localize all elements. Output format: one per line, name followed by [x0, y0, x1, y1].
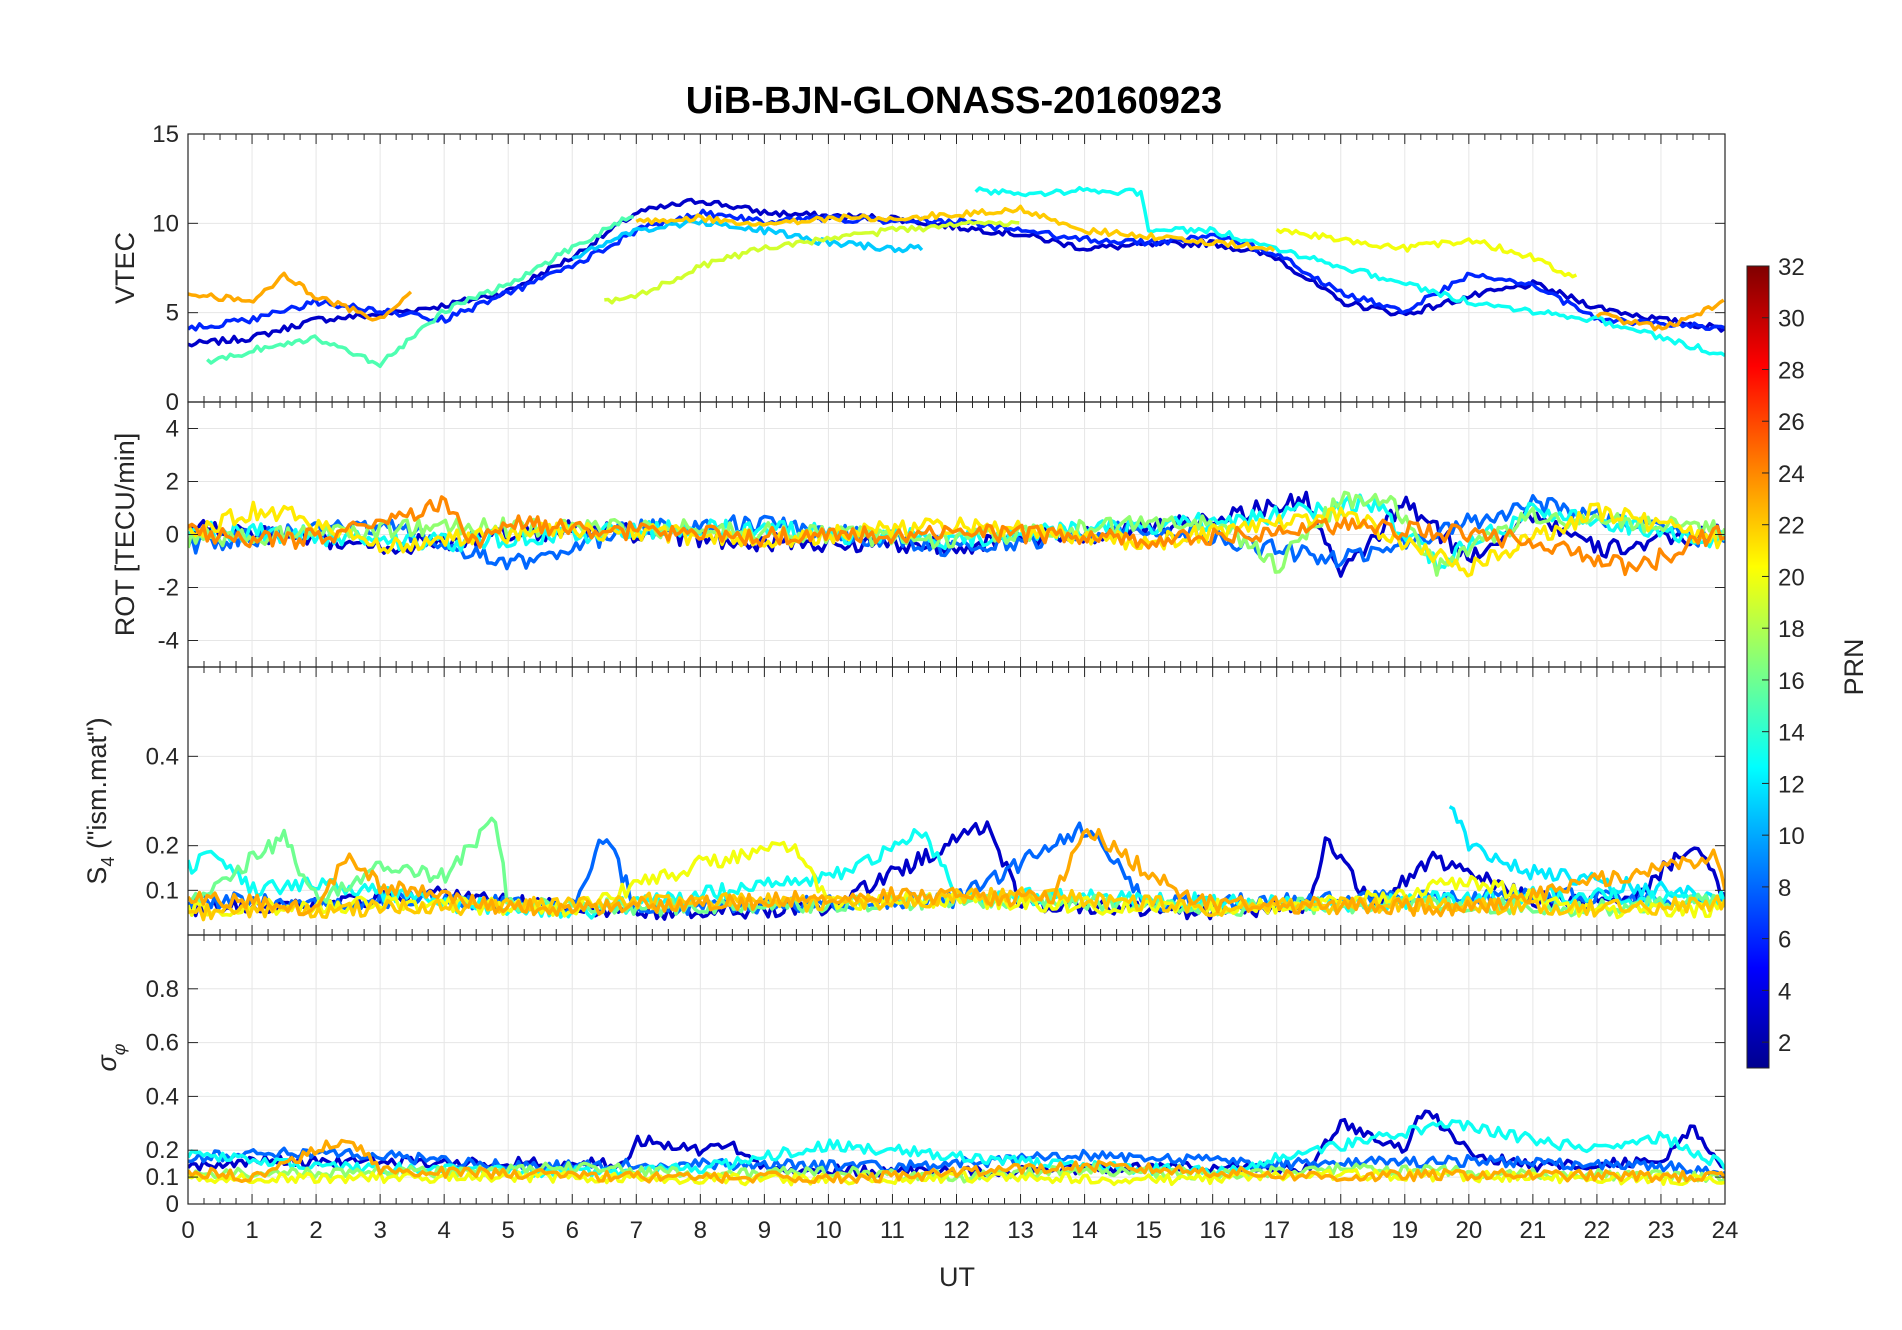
- x-tick-label: 8: [694, 1217, 707, 1244]
- colorbar-tick-label: 14: [1778, 720, 1805, 747]
- x-tick-label: 11: [880, 1217, 905, 1244]
- series-line-prn-11: [571, 218, 924, 261]
- colorbar-tick-label: 30: [1778, 306, 1805, 333]
- series-group: [188, 490, 1725, 578]
- colorbar-tick-label: 28: [1778, 357, 1805, 384]
- x-tick-label: 18: [1327, 1217, 1354, 1244]
- x-tick-label: 23: [1648, 1217, 1675, 1244]
- y-tick-label: 0.1: [146, 877, 179, 904]
- x-tick-label: 5: [502, 1217, 515, 1244]
- series-group: [188, 185, 1725, 369]
- y-tick-label: 0.2: [146, 1137, 179, 1164]
- x-tick-label: 7: [630, 1217, 643, 1244]
- panel-rot: -4 -2 0 2 4 ROT [TECU/min]: [110, 401, 1726, 668]
- colorbar-tick-label: 22: [1778, 513, 1805, 540]
- panel-vtec: 0 5 10 15 VTEC: [110, 121, 1726, 416]
- x-tick-label: 22: [1584, 1217, 1611, 1244]
- colorbar-gradient: [1746, 265, 1770, 1069]
- series-line-prn-22: [635, 204, 1276, 253]
- y-tick-label: 0.2: [146, 833, 179, 860]
- series-line-prn-19: [604, 219, 1020, 305]
- series-line-prn-3: [188, 490, 1725, 578]
- series-line-prn-8: [188, 494, 1725, 571]
- y-tick-label: 4: [166, 416, 179, 443]
- colorbar-tick-label: 2: [1778, 1030, 1791, 1057]
- x-tick-label: 21: [1520, 1217, 1547, 1244]
- y-tick-label: -2: [158, 575, 179, 602]
- y-tick-label: 15: [152, 121, 179, 148]
- chart-title: UiB-BJN-GLONASS-20160923: [686, 80, 1222, 122]
- series-line-prn-23: [188, 271, 413, 322]
- y-axis-title: ROT [TECU/min]: [110, 433, 140, 637]
- x-tick-label: 12: [943, 1217, 970, 1244]
- series-group: [188, 1109, 1725, 1187]
- x-tick-label: 6: [566, 1217, 579, 1244]
- colorbar-tick-label: 4: [1778, 978, 1791, 1005]
- y-tick-label: 0: [166, 389, 179, 416]
- x-tick-label: 3: [373, 1217, 386, 1244]
- x-tick-label: 19: [1391, 1217, 1418, 1244]
- series-line-prn-12: [1448, 805, 1723, 904]
- y-tick-label: 10: [152, 210, 179, 237]
- y-axis-title: σφ: [92, 1043, 129, 1071]
- y-tick-label: 2: [166, 469, 179, 496]
- colorbar-tick-label: 32: [1778, 254, 1805, 281]
- series-line-prn-8: [188, 1146, 1725, 1177]
- series-line-prn-23: [188, 827, 1725, 918]
- y-tick-label: 0.4: [146, 743, 179, 770]
- x-tick-label: 1: [245, 1217, 258, 1244]
- series-line-prn-13: [974, 185, 1725, 358]
- x-tick-label: 9: [758, 1217, 771, 1244]
- x-tick-label: 17: [1263, 1217, 1290, 1244]
- x-tick-label: 14: [1071, 1217, 1098, 1244]
- x-tick-label: 0: [181, 1217, 194, 1244]
- x-tick-label: 4: [437, 1217, 450, 1244]
- panel-s4: 0.1 0.2 0.4 S4 ("ism.mat"): [82, 666, 1726, 936]
- series-line-prn-20: [1275, 227, 1578, 279]
- y-tick-label: 0.1: [146, 1164, 179, 1191]
- colorbar-tick-label: 24: [1778, 461, 1805, 488]
- x-tick-label: 15: [1135, 1217, 1162, 1244]
- series-line-prn-21: [188, 500, 1725, 578]
- colorbar-tick-label: 20: [1778, 564, 1805, 591]
- y-tick-label: 0.8: [146, 976, 179, 1003]
- x-tick-label: 2: [309, 1217, 322, 1244]
- colorbar-tick-label: 10: [1778, 823, 1805, 850]
- y-tick-label: 0.6: [146, 1030, 179, 1057]
- colorbar-label: PRN: [1839, 638, 1869, 695]
- series-line-prn-23: [188, 1138, 1725, 1185]
- x-tick-label: 24: [1712, 1217, 1739, 1244]
- x-tick-label: 20: [1455, 1217, 1482, 1244]
- series-line-prn-17: [188, 490, 1725, 577]
- y-tick-label: 0: [166, 1191, 179, 1218]
- series-line-prn-23: [1595, 298, 1725, 332]
- colorbar-tick-label: 12: [1778, 771, 1805, 798]
- colorbar-tick-label: 16: [1778, 668, 1805, 695]
- series-line-prn-22: [188, 886, 1725, 922]
- series-line-prn-15: [206, 214, 635, 369]
- x-tick-label: 10: [815, 1217, 842, 1244]
- y-tick-label: 0: [166, 522, 179, 549]
- y-tick-label: 5: [166, 300, 179, 327]
- colorbar-tick-label: 18: [1778, 616, 1805, 643]
- y-tick-label: 0.4: [146, 1083, 179, 1110]
- colorbar-tick-label: 26: [1778, 409, 1805, 436]
- x-tick-label: 13: [1007, 1217, 1034, 1244]
- series-group: [188, 805, 1725, 922]
- y-axis-title: VTEC: [110, 232, 140, 304]
- series-line-prn-24: [188, 495, 1725, 577]
- y-tick-label: -4: [158, 628, 179, 655]
- x-tick-label: 16: [1199, 1217, 1226, 1244]
- y-axis-title: S4 ("ism.mat"): [82, 717, 118, 884]
- colorbar-tick-label: 8: [1778, 875, 1791, 902]
- colorbar-tick-label: 6: [1778, 927, 1791, 954]
- x-axis-title: UT: [939, 1262, 975, 1292]
